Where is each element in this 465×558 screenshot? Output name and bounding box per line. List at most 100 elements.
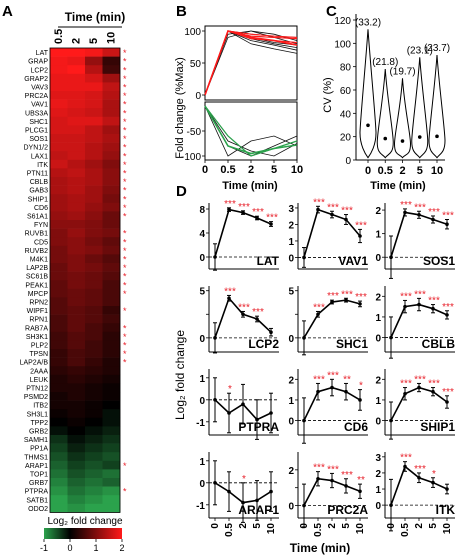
- heatmap-cell: [67, 486, 86, 496]
- heatmap-cell: [102, 125, 121, 135]
- log2-point: [445, 313, 449, 317]
- heatmap-cell: [50, 374, 68, 384]
- cv-ytick-label: 60: [340, 86, 352, 97]
- heatmap-cell: [102, 392, 121, 401]
- cv-violin-chart: CV (%) Time (min) 120100806040200(33.2)0…: [322, 14, 450, 192]
- heatmap-cell: [50, 400, 68, 410]
- log2-star: ***: [442, 302, 454, 313]
- log2-star: ***: [428, 296, 440, 307]
- log2-star: ***: [400, 291, 412, 302]
- heatmap-cell: [67, 452, 86, 462]
- heatmap-cell: [102, 400, 121, 410]
- log2-star: ***: [341, 289, 353, 300]
- log2-ytick-label: 0: [288, 502, 294, 513]
- heatmap-cell: [85, 443, 103, 453]
- heatmap-cell: [50, 220, 68, 229]
- heatmap-cell: [67, 220, 86, 229]
- heatmap-cell: [67, 460, 86, 470]
- heatmap-star: *: [123, 358, 127, 368]
- heatmap-gene-label: SAMH1: [24, 437, 48, 444]
- heatmap-cell: [50, 99, 68, 109]
- heatmap-star: *: [123, 323, 127, 333]
- log2-ytick-label: 0: [288, 417, 294, 428]
- log2-xtick-label: 5: [252, 523, 263, 529]
- heatmap-cell: [50, 228, 68, 238]
- heatmap-gene-label: LAP2B: [26, 265, 48, 272]
- log2-ytick-label: 0: [288, 253, 294, 264]
- heatmap-cell: [85, 185, 103, 195]
- log2-point: [241, 402, 245, 407]
- log2-star: ***: [400, 379, 412, 390]
- log2-ytick-label: 4: [199, 229, 205, 240]
- panel-letter-b: B: [176, 3, 187, 20]
- heatmap-cell: [85, 228, 103, 238]
- cv-violin: [359, 29, 377, 159]
- heatmap-star: *: [123, 169, 127, 179]
- heatmap-cell: [102, 73, 121, 83]
- heatmap-cell: [50, 271, 68, 281]
- heatmap-cell: [67, 82, 86, 92]
- heatmap-gene-label: TPP2: [30, 420, 48, 427]
- log2-point: [316, 389, 320, 394]
- heatmap-star: *: [123, 100, 127, 110]
- heatmap-cell: [102, 237, 121, 247]
- heatmap-cell: [102, 331, 121, 341]
- heatmap-cell: [85, 237, 103, 247]
- log2-star: ***: [224, 286, 236, 297]
- heatmap-cell: [50, 435, 68, 444]
- log2-xtick-label: 0: [210, 523, 221, 529]
- log2-star: ***: [414, 289, 426, 300]
- log2-point: [255, 417, 259, 422]
- heatmap-cell: [67, 400, 86, 410]
- heatmap-gene-label: RAB7A: [25, 325, 48, 332]
- log2-point: [431, 217, 435, 222]
- log2-ytick-label: 2: [375, 292, 381, 303]
- heatmap-cell: [67, 116, 86, 126]
- log2-point: [344, 484, 348, 488]
- fold-change-xlabel: Time (min): [222, 180, 278, 192]
- heatmap-cell: [67, 392, 86, 401]
- log2-xlabel: Time (min): [290, 541, 350, 555]
- heatmap-gene-label: RPN1: [29, 317, 48, 324]
- fold-change-down-trace: [204, 105, 298, 157]
- log2-point: [358, 234, 362, 238]
- heatmap-cell: [67, 56, 86, 66]
- log2-star: ***: [428, 379, 440, 390]
- heatmap-gene-label: WIPF1: [27, 308, 48, 315]
- heatmap-cell: [85, 366, 103, 376]
- legend-tick-label: 0: [67, 543, 72, 553]
- heatmap-gene-label: UBS3A: [25, 110, 48, 117]
- heatmap-cell: [102, 495, 121, 505]
- heatmap-gene-label: TPSN: [29, 351, 48, 358]
- log2-xtick-label: 5: [428, 523, 439, 529]
- heatmap-gene-label: PTN11: [27, 171, 48, 178]
- heatmap-cell: [85, 134, 103, 143]
- heatmap-cell: [85, 435, 103, 444]
- log2-ytick-label: 0: [199, 334, 205, 345]
- heatmap-cell: [102, 306, 121, 315]
- heatmap-cell: [50, 116, 68, 126]
- heatmap-star: *: [123, 263, 127, 273]
- heatmap-star: *: [123, 203, 127, 213]
- log2-xtick-label: 0.5: [400, 523, 411, 537]
- heatmap-cell: [50, 417, 68, 427]
- heatmap-cell: [85, 460, 103, 470]
- log2-ytick-label: 1: [199, 374, 205, 385]
- heatmap-cell: [67, 495, 86, 505]
- log2-star: ***: [442, 211, 454, 222]
- heatmap-cell: [85, 91, 103, 100]
- heatmap-star: *: [123, 255, 127, 265]
- heatmap-cell: [85, 48, 103, 57]
- log2-point: [255, 498, 259, 503]
- heatmap-gene-label: SHC1: [29, 119, 48, 126]
- heatmap-gene-label: ITK: [37, 162, 48, 169]
- heatmap-cell: [102, 82, 121, 92]
- heatmap-cell: [102, 245, 121, 255]
- cv-median-annotation: (23.7): [424, 43, 450, 54]
- heatmap-gene-label: SOS1: [29, 136, 48, 143]
- log2-point: [358, 398, 362, 402]
- log2-point: [330, 300, 334, 304]
